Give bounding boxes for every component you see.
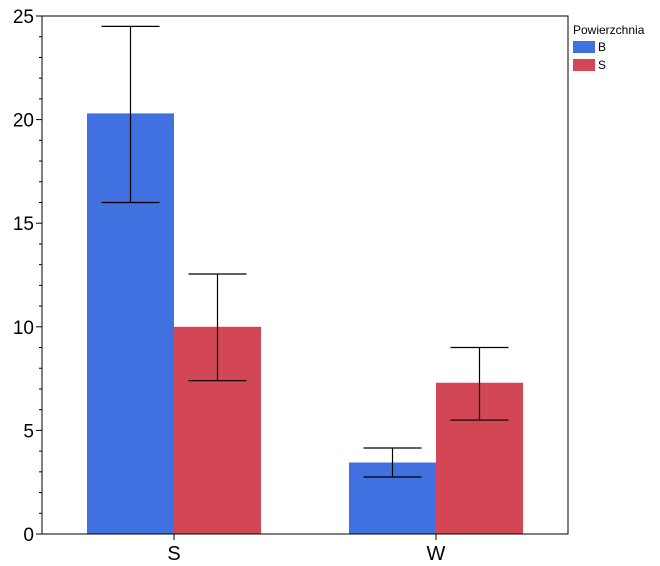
error-bars — [101, 25, 509, 478]
y-tick-label: 25 — [13, 7, 34, 28]
y-tick-label: 20 — [13, 111, 34, 132]
x-tick-label: S — [167, 543, 180, 565]
legend-label-S: S — [598, 58, 606, 72]
y-axis: 0 5 10 15 20 25 — [13, 7, 42, 546]
x-tick-label: W — [427, 543, 446, 565]
legend-label-B: B — [598, 40, 606, 54]
bars — [87, 113, 523, 534]
y-tick-label: 0 — [23, 525, 34, 546]
y-tick-label: 15 — [13, 214, 34, 235]
legend-swatch-B — [573, 41, 595, 53]
y-tick-label: 10 — [13, 318, 34, 339]
plot-frame — [41, 15, 569, 535]
legend-swatch-S — [573, 59, 595, 71]
legend: Powierzchnia BS — [573, 23, 645, 72]
y-tick-label: 5 — [23, 421, 34, 442]
legend-title: Powierzchnia — [573, 23, 645, 37]
